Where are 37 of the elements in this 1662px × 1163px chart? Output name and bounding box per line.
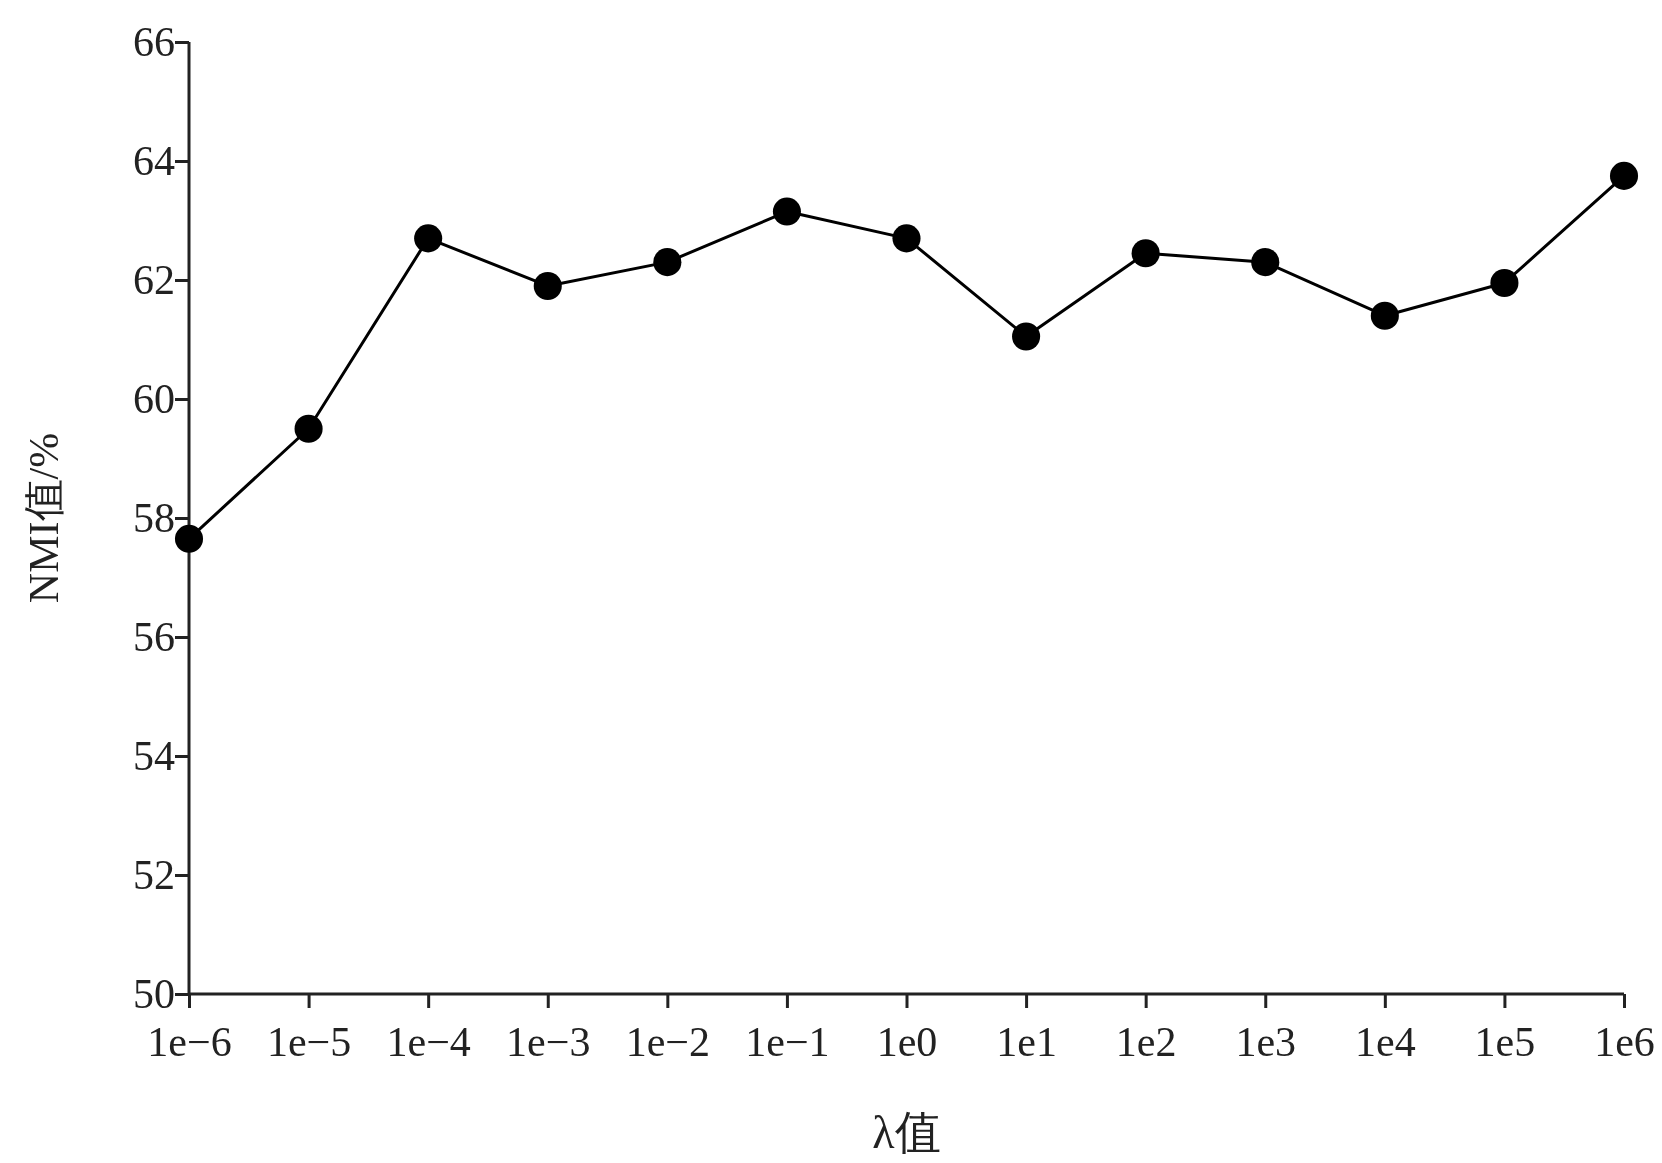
y-axis-title: NMI值/% (21, 432, 67, 604)
point (1490, 268, 1519, 297)
x-tick-label: 1e−6 (147, 1018, 232, 1065)
y-tick-label: 56 (133, 613, 175, 660)
y-tick-label: 54 (133, 732, 175, 779)
point (892, 224, 921, 253)
point (653, 248, 682, 277)
point (414, 224, 443, 253)
x-tick-label: 1e−5 (266, 1018, 352, 1065)
x-tick-label: 1e3 (1235, 1018, 1297, 1065)
point (1251, 248, 1280, 277)
x-tick-label: 1e−3 (506, 1018, 591, 1065)
y-tick-label: 52 (133, 851, 175, 898)
x-tick-label: 1e2 (1115, 1018, 1177, 1065)
point (1609, 161, 1639, 190)
x-tick-label: 1e4 (1355, 1018, 1416, 1065)
x-tick-label: 1e0 (876, 1018, 938, 1065)
point (1370, 301, 1399, 330)
point (533, 271, 562, 300)
x-tick-label: 1e−1 (745, 1018, 830, 1065)
point (772, 197, 801, 226)
y-tick-label: 60 (133, 375, 175, 422)
point (294, 414, 323, 443)
x-tick-label: 1e5 (1474, 1018, 1536, 1065)
y-tick-label: 50 (133, 970, 175, 1017)
y-tick-label: 62 (133, 256, 175, 303)
point (1012, 322, 1041, 351)
x-tick-label: 1e−4 (386, 1018, 471, 1065)
y-tick-label: 64 (133, 137, 175, 184)
y-tick-label: 66 (133, 18, 175, 65)
point (1131, 239, 1160, 268)
y-tick-label: 58 (133, 494, 175, 541)
point (174, 524, 204, 553)
x-tick-label: 1e6 (1594, 1018, 1655, 1065)
x-tick-label: 1e−2 (625, 1018, 710, 1065)
x-tick-label: 1e1 (996, 1018, 1057, 1065)
x-axis-title: λ值 (872, 1107, 941, 1158)
